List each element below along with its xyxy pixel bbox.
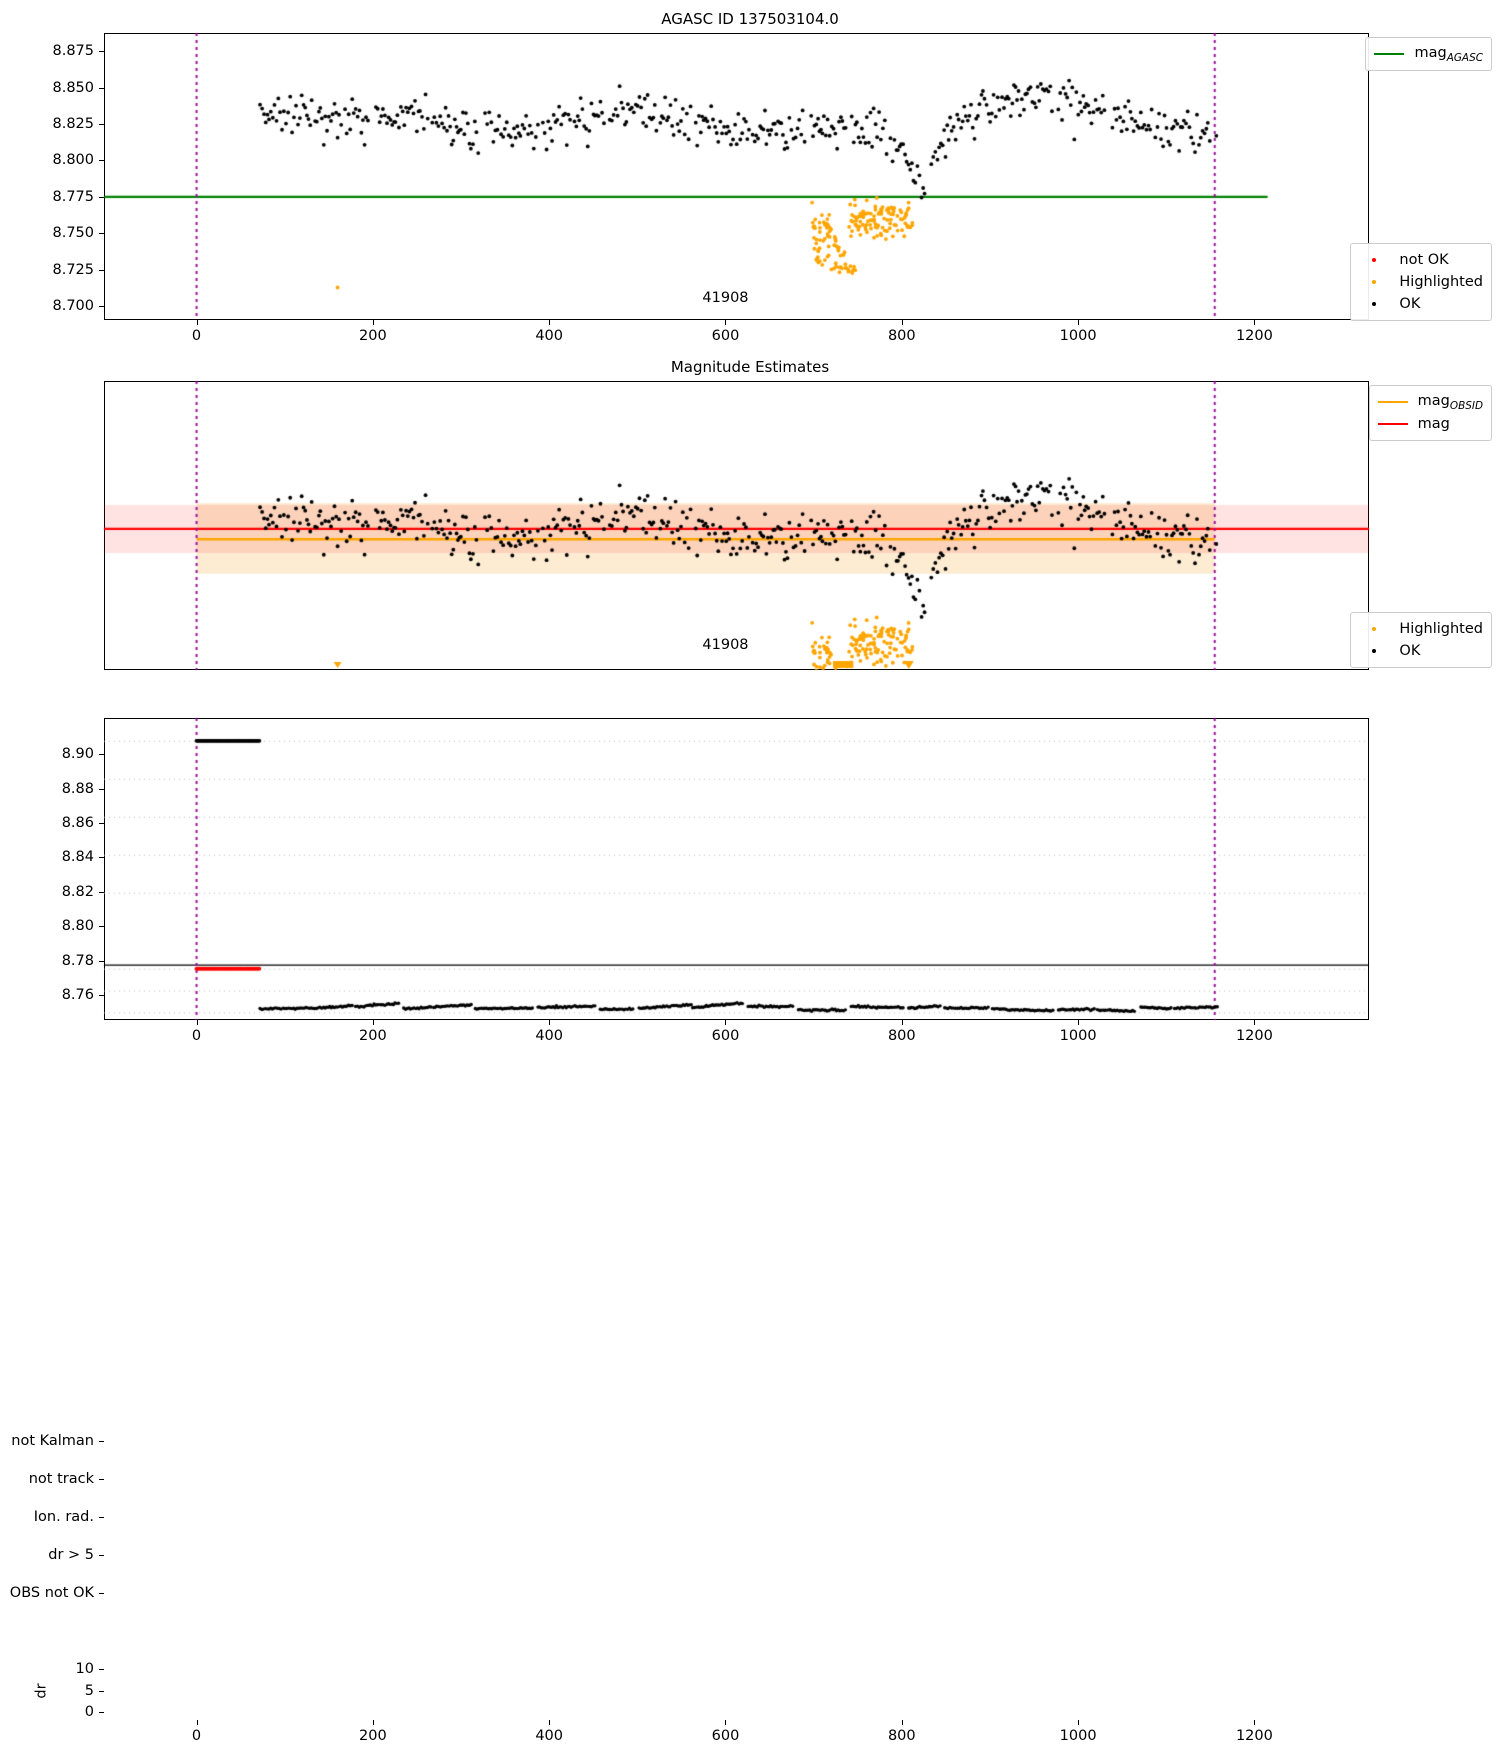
legend-dot-swatch-ok [1359, 293, 1389, 315]
ytick-mark [99, 1668, 104, 1670]
legend-line-swatch-mag [1377, 423, 1408, 425]
panel1-obsid-annotation: 41908 [702, 289, 749, 306]
legend-entry-mag-agasc[interactable]: magAGASC [1374, 43, 1483, 65]
legend-dot-highlighted [1372, 626, 1377, 631]
ytick-label-dr-0: 0 [84, 1704, 94, 1721]
panel-magnitudes-vs-agasc: AGASC ID 137503104.0 8.7008.7258.7508.77… [0, 0, 1500, 350]
panel1-legend-bottom[interactable]: not OK Highlighted OK [1350, 243, 1492, 321]
legend-dot-swatch-highlighted [1359, 618, 1389, 640]
ytick-mark [99, 1554, 104, 1556]
xtick-label: 200 [359, 1728, 387, 1744]
ytick-label-dr-5: dr > 5 [48, 1546, 94, 1563]
panel1-scatter-canvas [0, 0, 1500, 350]
panel2-legend-top[interactable]: magOBSID mag [1368, 385, 1492, 441]
xtick-mark [196, 1720, 198, 1725]
panel3-scatter-canvas [0, 700, 1500, 1050]
legend-line-swatch-mag-obsid [1377, 401, 1408, 403]
xtick-label: 1200 [1235, 1728, 1273, 1744]
xtick-label: 400 [535, 1728, 564, 1744]
ytick-label-not-track: not track [28, 1470, 94, 1487]
legend-entry-mag-obsid[interactable]: magOBSID [1377, 391, 1483, 413]
ytick-label-ion-rad-: Ion. rad. [33, 1508, 94, 1525]
legend-label-subscript-mag-obsid: OBSID [1449, 399, 1483, 412]
legend-dot-swatch-ok [1359, 640, 1389, 662]
legend-label-ok: OK [1399, 642, 1421, 659]
xtick-mark [1254, 1720, 1256, 1725]
legend-label-mag-obsid: magOBSID [1417, 392, 1483, 412]
panel2-scatter-canvas [0, 350, 1500, 700]
xtick-label: 0 [191, 1728, 202, 1744]
legend-dot-ok [1372, 301, 1377, 306]
xtick-label: 800 [887, 1728, 916, 1744]
legend-entry-not-ok[interactable]: not OK [1359, 249, 1483, 271]
legend-dot-ok [1372, 648, 1377, 653]
xtick-mark [549, 1720, 551, 1725]
xtick-mark [725, 1720, 727, 1725]
panel2-legend-bottom[interactable]: Highlighted OK [1350, 612, 1492, 668]
ytick-mark [99, 1592, 104, 1594]
legend-entry-highlighted[interactable]: Highlighted [1359, 618, 1483, 640]
legend-label-mag-agasc: magAGASC [1414, 44, 1483, 64]
panel3-dr-axis-label: dr [33, 1682, 50, 1699]
panel-magnitude-estimates: Magnitude Estimates 8.768.788.808.828.84… [0, 350, 1500, 1044]
panel1-legend-top[interactable]: magAGASC [1365, 37, 1492, 71]
legend-label-subscript-mag-agasc: AGASC [1446, 51, 1483, 64]
legend-entry-ok[interactable]: OK [1359, 640, 1483, 662]
legend-label-ok: OK [1399, 295, 1421, 312]
legend-dot-swatch-highlighted [1359, 271, 1389, 293]
legend-label-mag: mag [1417, 415, 1450, 432]
legend-entry-mag[interactable]: mag [1377, 413, 1483, 435]
ytick-label-not-kalman: not Kalman [11, 1432, 94, 1449]
ytick-mark [99, 1440, 104, 1442]
ytick-label-obs-not-ok: OBS not OK [9, 1584, 94, 1601]
xtick-mark [372, 1720, 374, 1725]
legend-line-swatch-mag-agasc [1374, 53, 1405, 55]
ytick-mark [99, 1690, 104, 1692]
legend-dot-highlighted [1372, 279, 1377, 284]
legend-label-highlighted: Highlighted [1399, 620, 1483, 637]
ytick-mark [99, 1478, 104, 1480]
legend-entry-highlighted[interactable]: Highlighted [1359, 271, 1483, 293]
legend-entry-ok[interactable]: OK [1359, 293, 1483, 315]
xtick-mark [1078, 1720, 1080, 1725]
ytick-mark [99, 1712, 104, 1714]
legend-dot-swatch-not-ok [1359, 249, 1389, 271]
panel2-obsid-annotation: 41908 [702, 636, 749, 653]
xtick-label: 600 [711, 1728, 740, 1744]
legend-dot-not-ok [1372, 257, 1377, 262]
legend-label-highlighted: Highlighted [1399, 273, 1483, 290]
ytick-mark [99, 1516, 104, 1518]
legend-label-not-ok: not OK [1399, 251, 1449, 268]
xtick-mark [901, 1720, 903, 1725]
ytick-label-dr-10: 10 [75, 1660, 94, 1677]
xtick-label: 1000 [1059, 1728, 1097, 1744]
panel-status-flags-dr: not Kalman not track Ion. rad. dr > 5 OBS no… [0, 700, 1500, 1744]
